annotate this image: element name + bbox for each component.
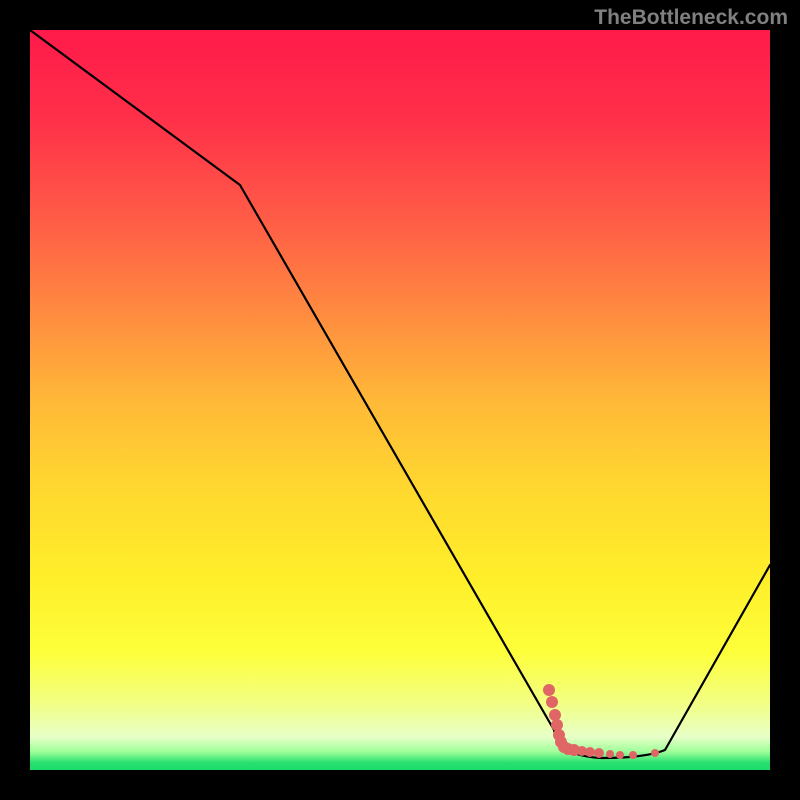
chart-dot [616, 751, 624, 759]
chart-dot [543, 684, 555, 696]
watermark-text: TheBottleneck.com [594, 6, 788, 30]
chart-background [30, 30, 770, 770]
chart-dot [546, 696, 558, 708]
chart-svg [30, 30, 770, 770]
chart-dot [629, 751, 637, 759]
chart-plot-area [30, 30, 770, 770]
chart-dot [549, 709, 561, 721]
chart-dot [585, 747, 595, 757]
chart-dot [594, 748, 604, 758]
chart-dot [551, 719, 563, 731]
chart-dot [606, 750, 614, 758]
chart-dot [651, 749, 659, 757]
